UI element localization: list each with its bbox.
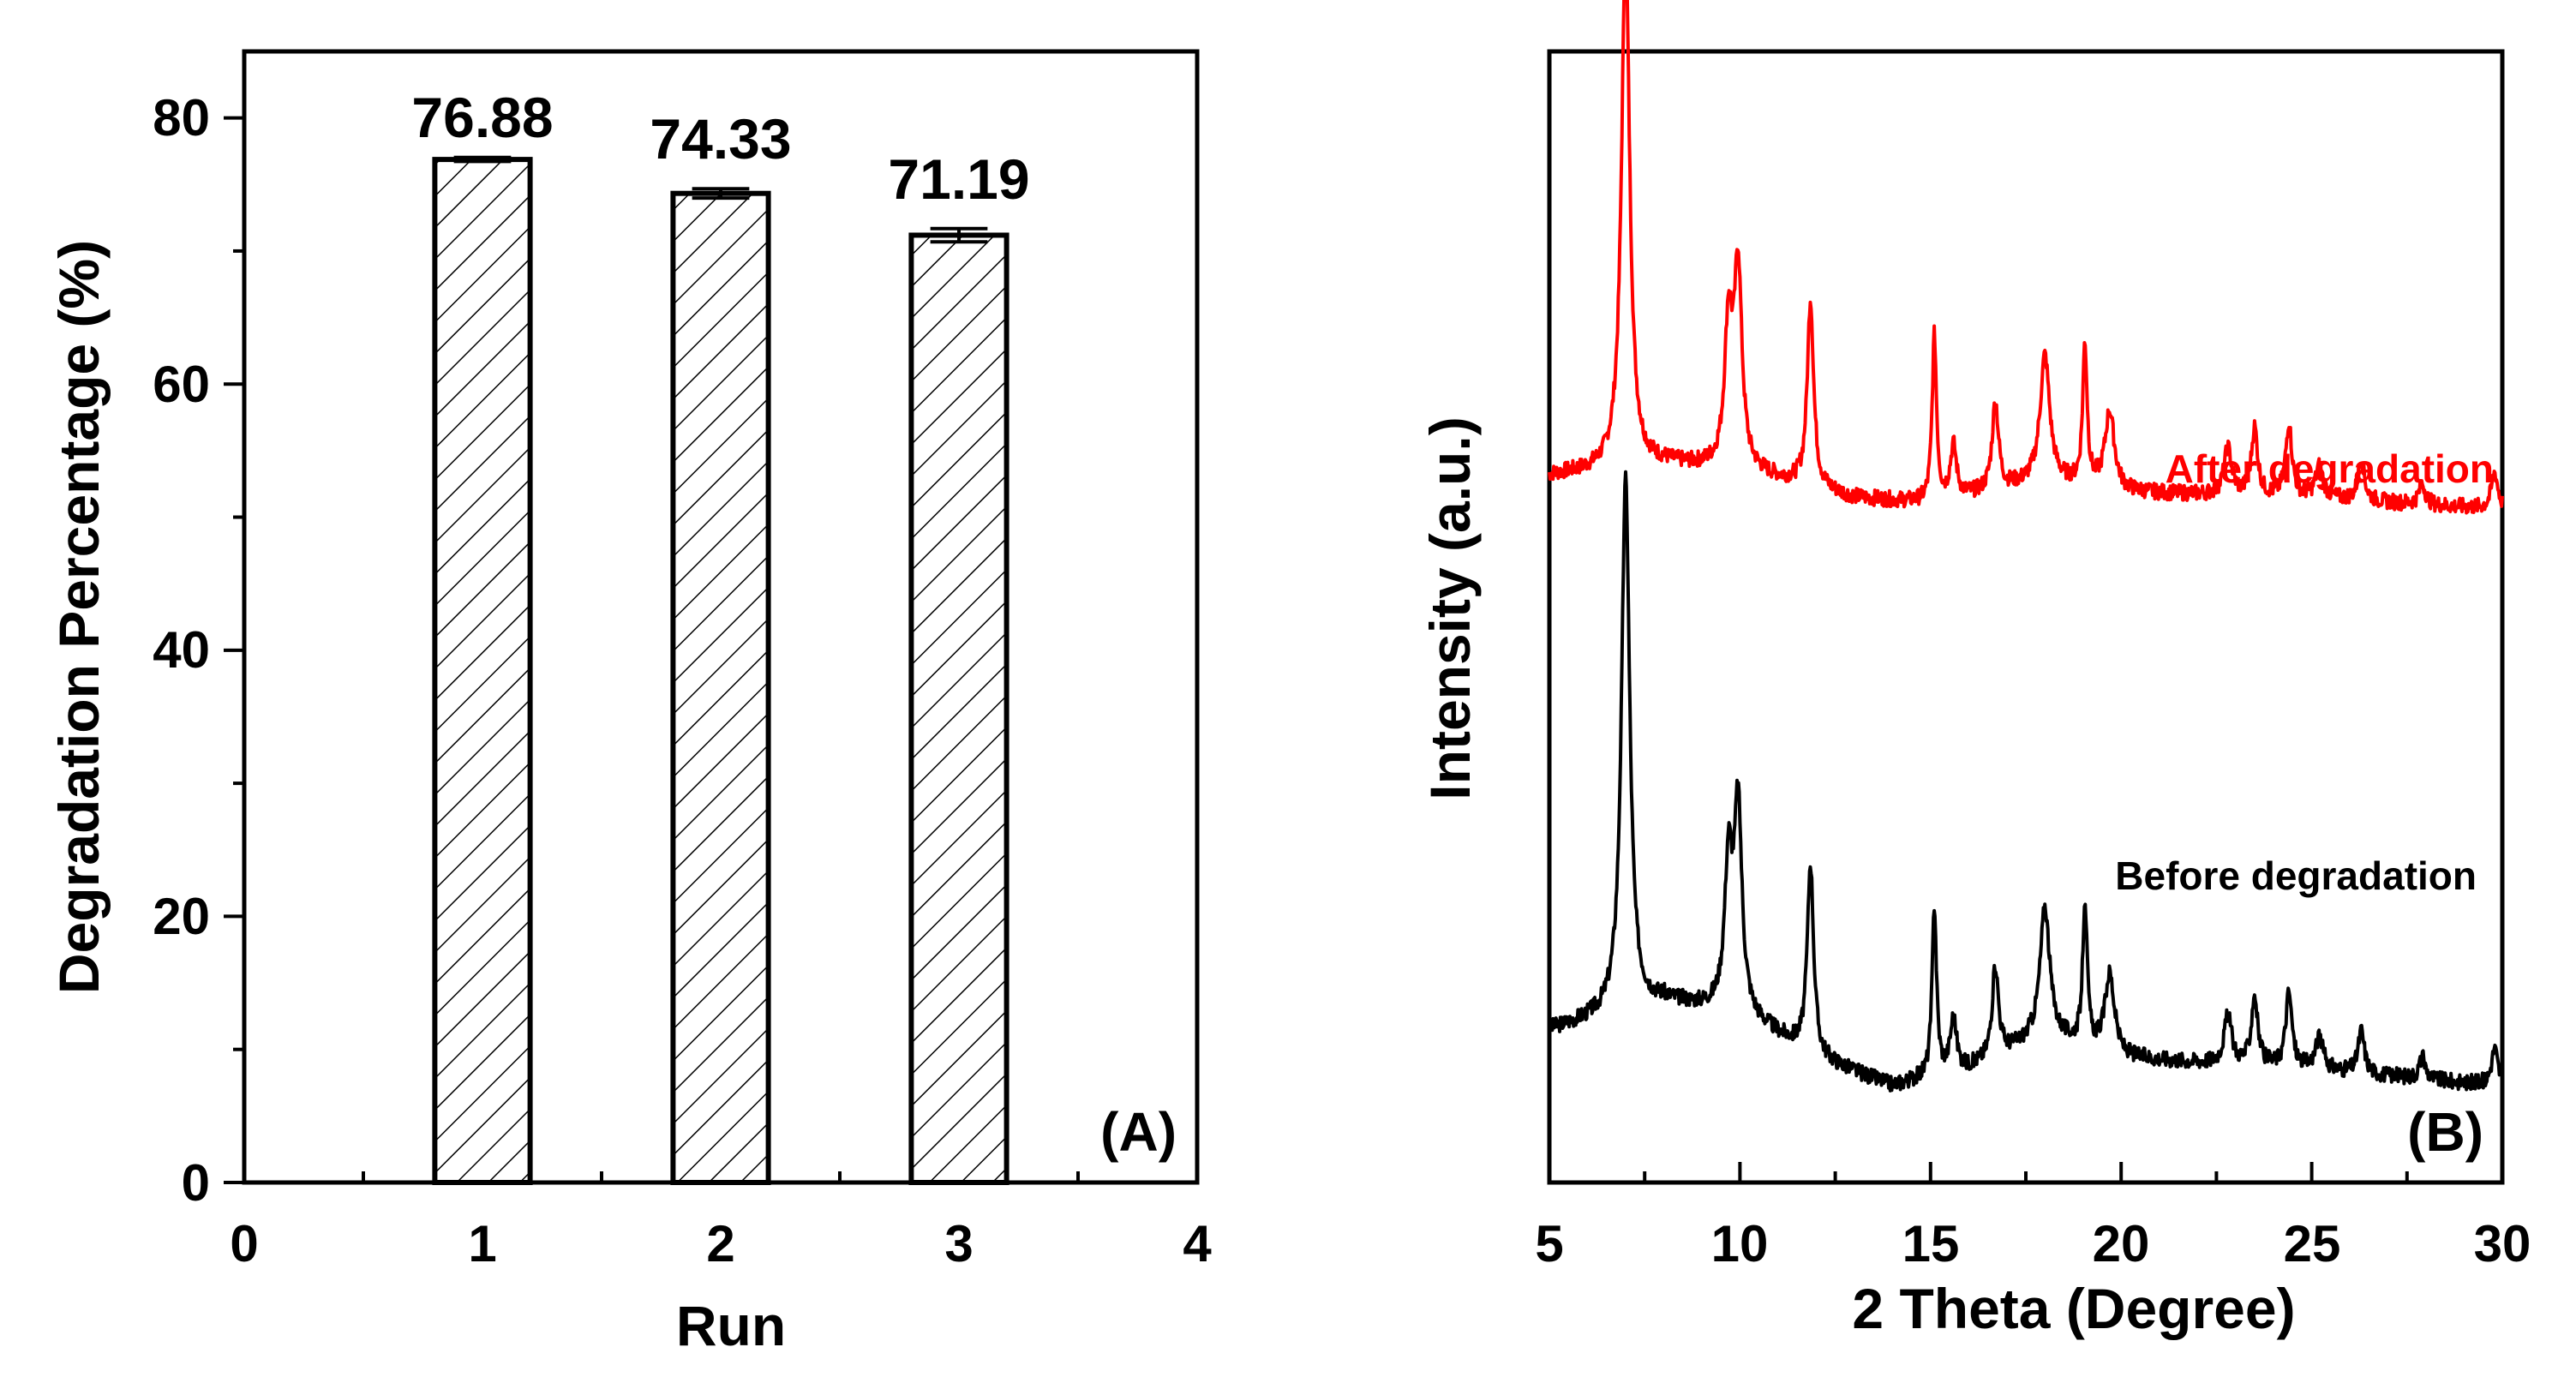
panel-b-x-tick-label: 25 xyxy=(2284,1215,2341,1272)
panel-a-y-tick-label: 0 xyxy=(182,1154,210,1212)
panel-a-label: (A) xyxy=(1100,1101,1177,1163)
bar-value-label: 74.33 xyxy=(650,107,791,171)
error-bar-run-1 xyxy=(453,155,512,164)
series-label-after-degradation: After degradation xyxy=(2166,446,2494,491)
panel-b-x-tick-label: 10 xyxy=(1711,1215,1769,1272)
panel-b-x-tick-label: 20 xyxy=(2093,1215,2150,1272)
panel-a-x-tick-label: 4 xyxy=(1183,1215,1212,1272)
panel-a-x-tick-label: 1 xyxy=(468,1215,496,1272)
panel-b-xrd-chart: 5 10 15 20 25 30 After degradation Befor… xyxy=(1418,0,2531,1340)
series-label-before-degradation: Before degradation xyxy=(2115,853,2477,898)
panel-a-y-tick-label: 60 xyxy=(153,356,210,413)
panel-b-x-axis-label: 2 Theta (Degree) xyxy=(1852,1277,2295,1340)
panel-b-lines xyxy=(1548,0,2504,1093)
panel-a-bar-chart: 0 1 2 3 4 0 20 40 60 80 76.88 74.33 71.1… xyxy=(47,49,1212,1357)
panel-b-x-tick-label: 5 xyxy=(1535,1215,1563,1272)
bar-value-label: 76.88 xyxy=(411,86,553,149)
panel-b-label: (B) xyxy=(2407,1101,2483,1163)
panel-a-x-tick-label: 2 xyxy=(706,1215,734,1272)
bar-value-label: 71.19 xyxy=(888,147,1029,211)
panel-a-bars xyxy=(432,155,1009,1185)
panel-a-ticks xyxy=(224,116,1199,1184)
bar-run-2 xyxy=(670,190,771,1185)
panel-a-y-tick-label: 20 xyxy=(153,888,210,945)
panel-b-ticks xyxy=(1548,1162,2504,1182)
panel-a-y-tick-label: 80 xyxy=(153,89,210,147)
panel-b-plot-frame xyxy=(1547,49,2505,1185)
panel-b-y-axis-label: Intensity (a.u.) xyxy=(1418,416,1482,799)
xrd-line-after-degradation xyxy=(1548,0,2504,515)
panel-b-x-tick-label: 15 xyxy=(1902,1215,1960,1272)
panel-a-y-tick-label: 40 xyxy=(153,621,210,679)
panel-a-y-axis-label: Degradation Percentage (%) xyxy=(47,240,111,994)
xrd-line-before-degradation xyxy=(1548,470,2504,1093)
panel-a-x-axis-label: Run xyxy=(676,1294,786,1357)
panel-a-x-tick-label: 3 xyxy=(944,1215,973,1272)
panel-a-x-tick-label: 0 xyxy=(230,1215,258,1272)
panel-b-x-tick-label: 30 xyxy=(2474,1215,2531,1272)
error-bar-run-2 xyxy=(692,187,750,201)
error-bar-run-3 xyxy=(930,226,988,244)
bar-run-1 xyxy=(432,157,533,1185)
bar-run-3 xyxy=(908,232,1009,1185)
